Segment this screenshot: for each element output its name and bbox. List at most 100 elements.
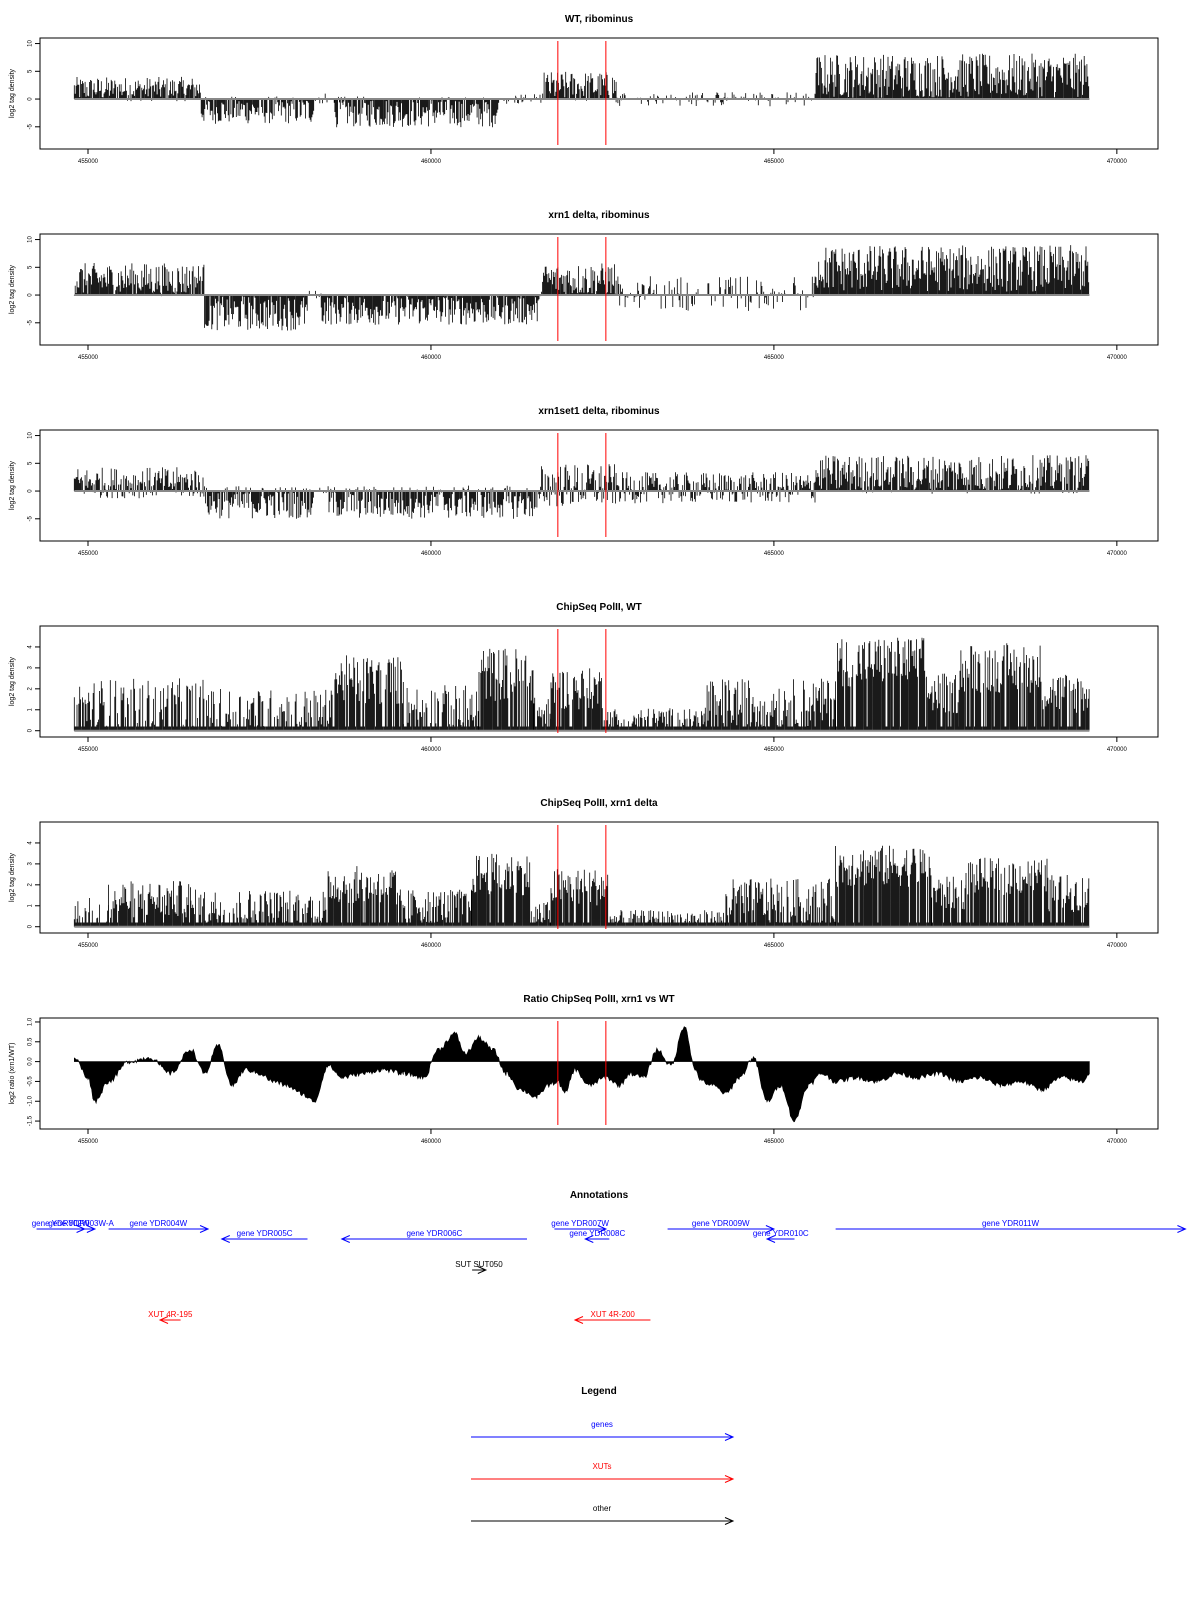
panel-title: ChipSeq PolII, xrn1 delta [540, 798, 658, 809]
feature-genes: gene YDR003W-A [48, 1219, 115, 1233]
arrow-head [86, 1225, 97, 1233]
arrow-head [724, 1433, 735, 1441]
y-axis-label: log2 ratio (xrn1/WT) [9, 1043, 16, 1105]
y-tick-label: -1.5 [28, 1115, 34, 1126]
y-axis-label: log2 tag density [9, 68, 16, 118]
y-tick-label: 1.0 [28, 1017, 34, 1026]
feature-label: XUT 4R-200 [591, 1310, 636, 1319]
y-tick-label: 10 [28, 432, 34, 439]
x-tick-label: 460000 [421, 1139, 442, 1145]
plot-frame [39, 429, 1159, 542]
density-bars [73, 53, 1090, 128]
x-tick-label: 470000 [1107, 1139, 1128, 1145]
y-tick-label: 0 [28, 728, 34, 732]
y-tick-label: 3 [28, 862, 34, 866]
x-tick-label: 460000 [421, 159, 442, 165]
y-tick-label: -0.5 [28, 1076, 34, 1087]
feature-label: gene YDR002W [32, 1219, 90, 1228]
panel-title: xrn1 delta, ribominus [548, 210, 650, 221]
x-tick-label: 470000 [1107, 355, 1128, 361]
panel-title: xrn1set1 delta, ribominus [538, 406, 660, 417]
y-tick-label: 5 [28, 69, 34, 73]
series-group [73, 455, 1090, 519]
y-tick-label: 3 [28, 666, 34, 670]
x-tick-label: 465000 [764, 943, 785, 949]
feature-genes: gene YDR008C [569, 1229, 625, 1243]
y-tick-label: 1 [28, 707, 34, 711]
plot-frame [39, 37, 1159, 150]
feature-label: gene YDR010C [753, 1229, 809, 1238]
y-tick-label: 4 [28, 645, 34, 649]
panel-title: Ratio ChipSeq PolII, xrn1 vs WT [523, 994, 674, 1005]
y-tick-label: 0 [28, 924, 34, 928]
x-tick-label: 460000 [421, 551, 442, 557]
x-tick-label: 470000 [1107, 943, 1128, 949]
x-tick-label: 465000 [764, 1139, 785, 1145]
feature-other: SUT SUT050 [455, 1260, 503, 1274]
arrow-head [765, 1235, 776, 1243]
feature-genes: gene YDR005C [220, 1229, 308, 1243]
x-tick-label: 470000 [1107, 159, 1128, 165]
feature-label: gene YDR011W [982, 1219, 1040, 1228]
arrow-head [477, 1266, 488, 1274]
x-tick-label: 455000 [78, 747, 99, 753]
plot-frame [39, 821, 1159, 934]
legend-panel: Legend [581, 1386, 617, 1397]
x-tick-label: 455000 [78, 355, 99, 361]
density-bars [73, 845, 1090, 927]
ratio-area [74, 1025, 1090, 1123]
annotations-title: Annotations [570, 1190, 629, 1201]
y-tick-label: 5 [28, 461, 34, 465]
x-tick-label: 455000 [78, 1139, 99, 1145]
feature-genes: gene YDR006C [340, 1229, 527, 1243]
arrow-head [1177, 1225, 1187, 1233]
panel-6: Ratio ChipSeq PolII, xrn1 vs WT 455000 460… [9, 994, 1159, 1145]
feature-label: gene YDR004W [129, 1219, 187, 1228]
arrow-head [340, 1235, 350, 1243]
feature-genes: gene YDR004W [108, 1219, 210, 1233]
x-tick-label: 465000 [764, 551, 785, 557]
series-group [73, 53, 1090, 128]
arrow-head [199, 1225, 210, 1233]
feature-genes: gene YDR009W [667, 1219, 776, 1233]
arrow-head [724, 1475, 735, 1483]
series-group [73, 245, 1090, 331]
arrow-head [158, 1316, 169, 1324]
y-tick-label: 2 [28, 687, 34, 691]
panel-4: ChipSeq PolII, WT 455000 460000 465000 47000… [9, 602, 1159, 753]
x-tick-label: 460000 [421, 943, 442, 949]
y-axis-label: log2 tag density [9, 460, 16, 510]
feature-label: gene YDR008C [569, 1229, 625, 1238]
panel-3: xrn1set1 delta, ribominus 455000 460000 465… [9, 406, 1159, 557]
density-bars [73, 455, 1090, 519]
feature-label: XUT 4R-195 [148, 1310, 193, 1319]
x-tick-label: 455000 [78, 551, 99, 557]
legend-item-genes: genes [471, 1420, 735, 1441]
feature-label: gene YDR009W [692, 1219, 750, 1228]
feature-label: gene YDR006C [406, 1229, 462, 1238]
y-tick-label: 4 [28, 841, 34, 845]
feature-label: SUT SUT050 [455, 1260, 503, 1269]
x-tick-label: 455000 [78, 159, 99, 165]
feature-genes: gene YDR011W [835, 1219, 1187, 1233]
legend-label: genes [591, 1420, 613, 1429]
x-tick-label: 455000 [78, 943, 99, 949]
x-tick-label: 465000 [764, 747, 785, 753]
feature-label: gene YDR003W-A [48, 1219, 114, 1228]
y-tick-label: 10 [28, 40, 34, 47]
y-tick-label: 0 [28, 293, 34, 297]
y-tick-label: 2 [28, 883, 34, 887]
feature-genes: gene YDR007W [551, 1219, 609, 1233]
annotations-panel: Annotations [570, 1190, 629, 1201]
y-tick-label: -5 [28, 123, 34, 129]
arrow-head [724, 1517, 735, 1525]
y-tick-label: -5 [28, 515, 34, 521]
legend-label: other [593, 1504, 612, 1513]
legend-item-other: other [471, 1504, 735, 1525]
series-group [74, 1025, 1090, 1123]
panel-5: ChipSeq PolII, xrn1 delta 455000 460000 465… [9, 798, 1159, 949]
y-tick-label: 0 [28, 489, 34, 493]
y-tick-label: 0 [28, 97, 34, 101]
arrow-head [597, 1225, 608, 1233]
